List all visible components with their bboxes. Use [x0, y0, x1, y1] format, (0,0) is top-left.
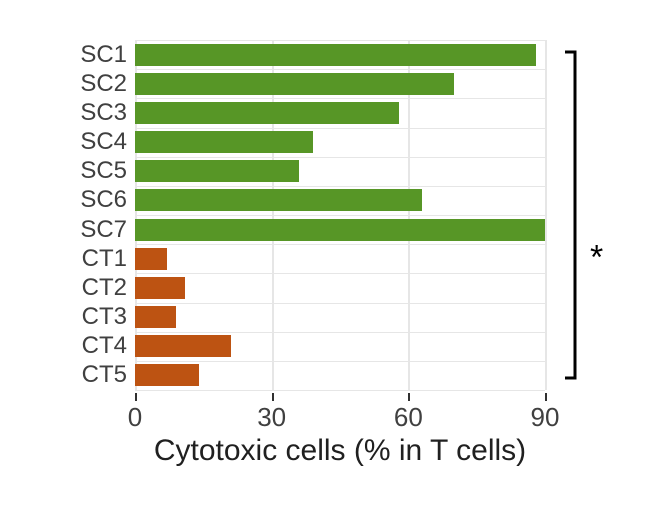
- gridline-h: [135, 215, 545, 216]
- bar: [135, 219, 545, 241]
- bar: [135, 306, 176, 328]
- y-tick-label: SC3: [80, 99, 127, 127]
- bar: [135, 102, 399, 124]
- gridline-h: [135, 98, 545, 99]
- y-tick-label: SC2: [80, 70, 127, 98]
- gridline-h: [135, 390, 545, 391]
- gridline-h: [135, 361, 545, 362]
- y-tick-label: SC1: [80, 41, 127, 69]
- bar: [135, 189, 422, 211]
- gridline-h: [135, 40, 545, 41]
- bar: [135, 131, 313, 153]
- gridline-v: [545, 40, 547, 390]
- gridline-h: [135, 244, 545, 245]
- x-tick: [135, 393, 137, 401]
- y-tick-label: CT2: [82, 274, 127, 302]
- bar: [135, 364, 199, 386]
- x-tick: [272, 393, 274, 401]
- y-tick-label: CT1: [82, 245, 127, 273]
- chart-container: Cytotoxic cells (% in T cells) 0 30 60 90 SC…: [40, 40, 630, 480]
- y-tick-label: SC7: [80, 216, 127, 244]
- gridline-h: [135, 273, 545, 274]
- y-tick-label: SC5: [80, 157, 127, 185]
- gridline-h: [135, 186, 545, 187]
- significance-bracket: [565, 52, 585, 378]
- x-tick-label: 30: [257, 402, 286, 433]
- gridline-h: [135, 157, 545, 158]
- gridline-h: [135, 303, 545, 304]
- x-axis-title: Cytotoxic cells (% in T cells): [154, 434, 526, 468]
- y-tick-label: CT5: [82, 361, 127, 389]
- gridline-h: [135, 69, 545, 70]
- gridline-h: [135, 128, 545, 129]
- y-tick-label: CT3: [82, 303, 127, 331]
- bar: [135, 335, 231, 357]
- plot-area: Cytotoxic cells (% in T cells) 0306090SC…: [135, 40, 545, 390]
- x-tick: [408, 393, 410, 401]
- gridline-h: [135, 332, 545, 333]
- bar: [135, 277, 185, 299]
- x-tick-label: 90: [531, 402, 560, 433]
- x-tick-label: 0: [128, 402, 142, 433]
- y-tick-label: CT4: [82, 332, 127, 360]
- x-tick: [545, 393, 547, 401]
- bar: [135, 160, 299, 182]
- bar: [135, 44, 536, 66]
- y-tick-label: SC6: [80, 186, 127, 214]
- significance-marker: *: [590, 239, 603, 278]
- bar: [135, 73, 454, 95]
- x-tick-label: 60: [394, 402, 423, 433]
- bar: [135, 248, 167, 270]
- y-tick-label: SC4: [80, 128, 127, 156]
